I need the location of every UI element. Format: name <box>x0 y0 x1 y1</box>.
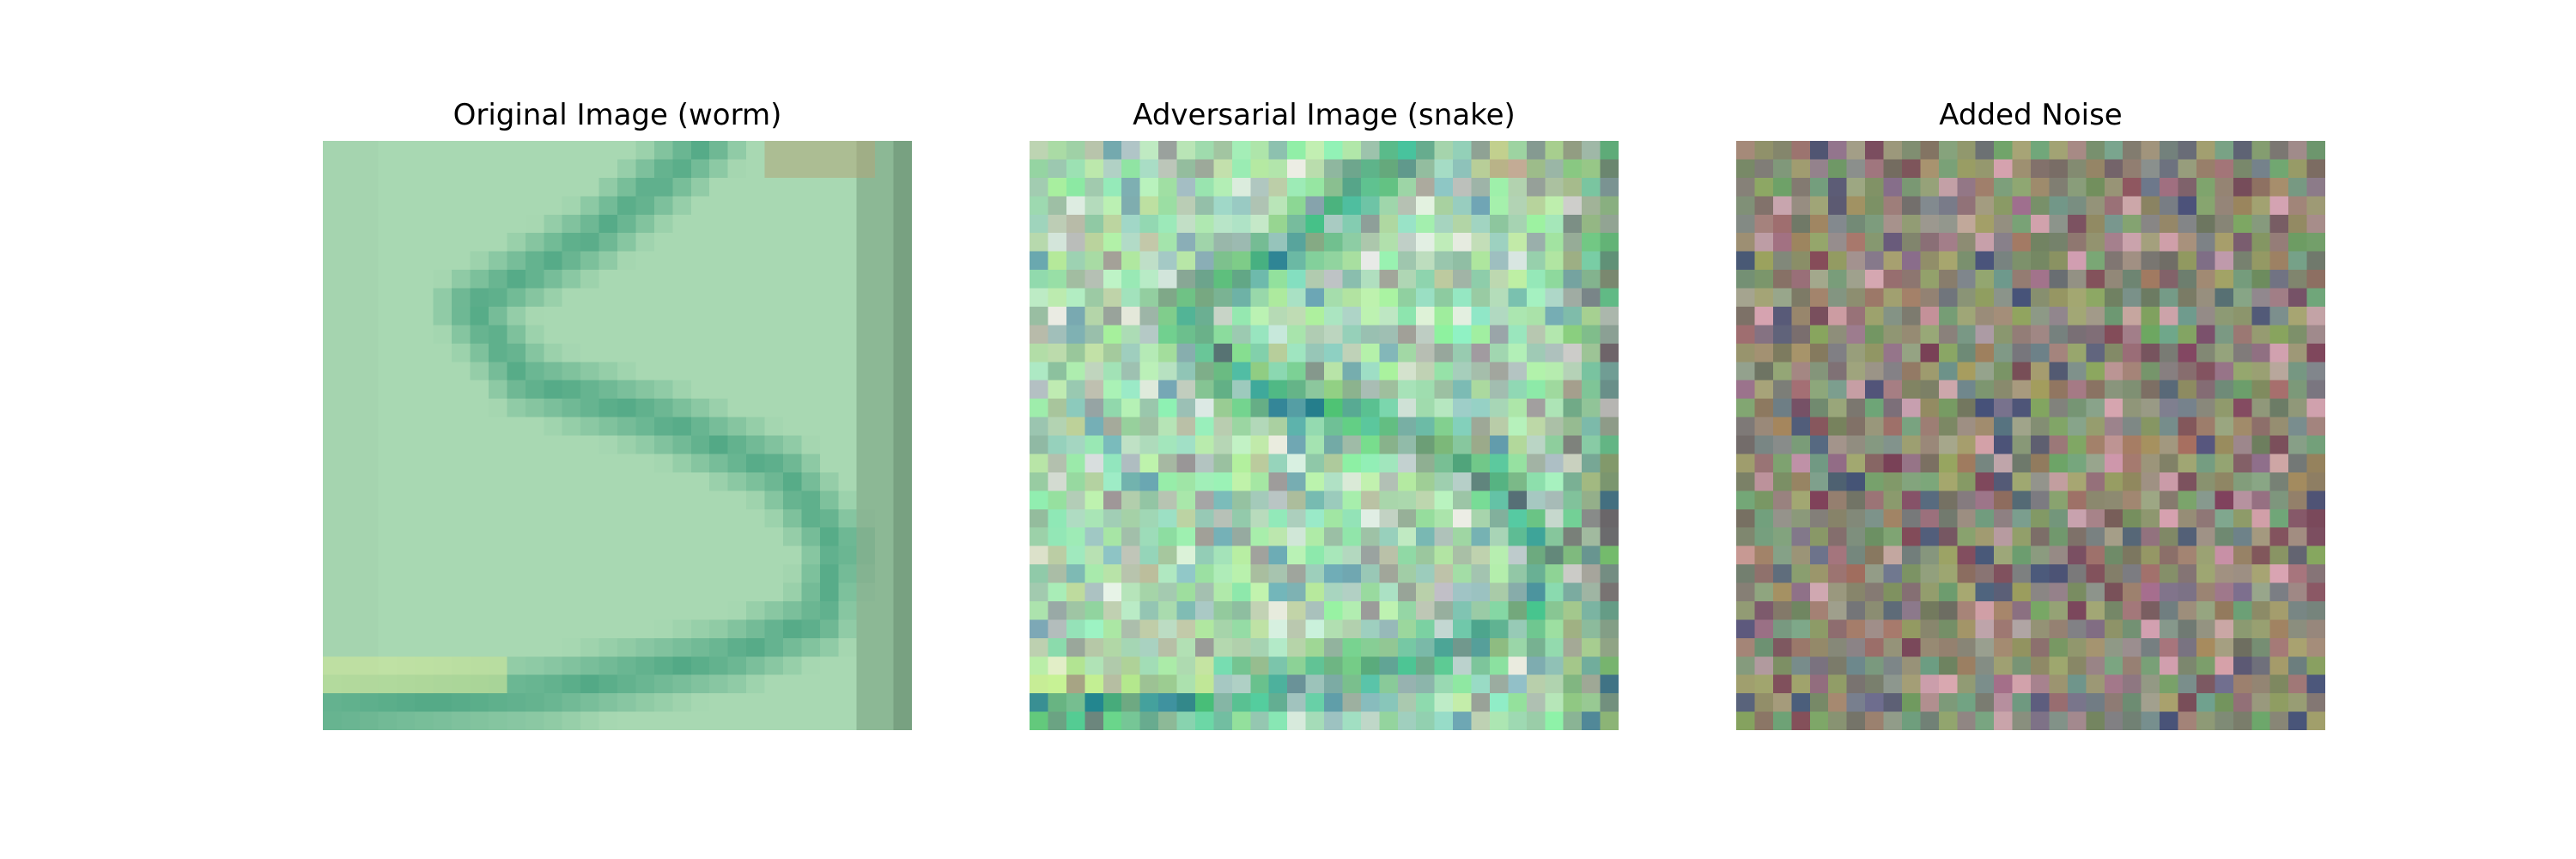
adversarial-image-title: Adversarial Image (snake) <box>1133 98 1516 132</box>
original-image <box>323 141 912 730</box>
original-image-title: Original Image (worm) <box>453 98 782 132</box>
added-noise-title: Added Noise <box>1939 98 2123 132</box>
added-noise-image <box>1736 141 2325 730</box>
adversarial-image <box>1030 141 1619 730</box>
